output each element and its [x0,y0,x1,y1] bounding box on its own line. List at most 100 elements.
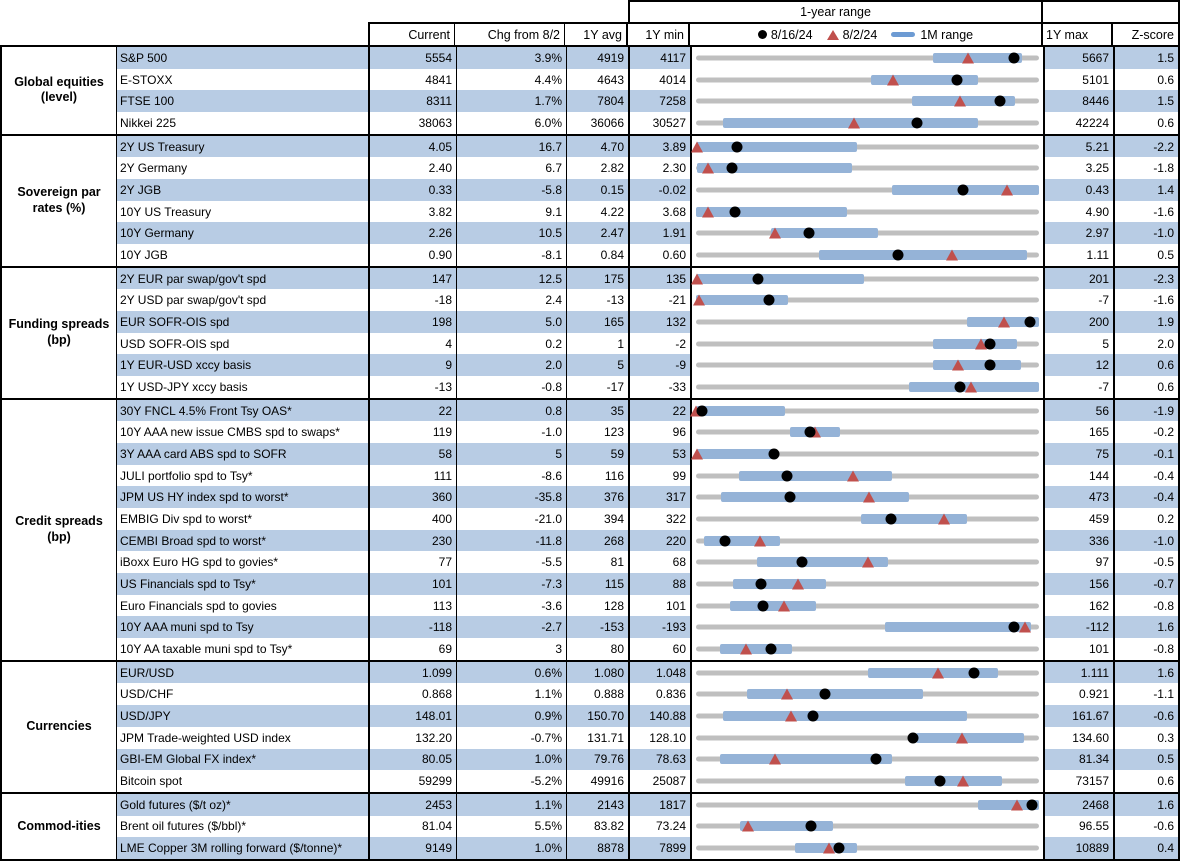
marker-8-2-24-triangle [1011,799,1024,811]
table-row: JPM Trade-weighted USD index 132.20 -0.7% 1… [117,726,1178,749]
1y-max-value: 161.67 [1045,705,1115,727]
row-label: 1Y USD-JPY xccy basis [117,376,370,398]
range-chart-cell [692,157,1045,180]
1y-avg-value: 0.888 [567,683,630,706]
table-row: 10Y JGB 0.90 -8.1 0.84 0.60 1.11 0.5 [117,244,1178,266]
marker-8-16-24-dot [765,643,777,655]
table-row: Euro Financials spd to govies 113 -3.6 128 1… [117,594,1178,617]
range-chart-cell [692,551,1045,574]
marker-8-16-24-dot [911,117,923,129]
marker-8-16-24-dot [807,710,819,722]
current-value: 0.33 [370,179,457,201]
1y-avg-value: 2.82 [567,157,630,180]
section: Global equities (level) S&P 500 5554 3.9% 49… [2,47,1178,134]
1m-range-bar [860,513,968,524]
col-header-chg: Chg from 8/2 [455,22,565,45]
marker-8-2-24-triangle [974,338,987,350]
range-chart-cell [692,770,1045,792]
1y-avg-value: 116 [567,464,630,487]
range-chart-cell [692,47,1045,69]
current-value: 3.82 [370,200,457,223]
current-value: 0.868 [370,683,457,706]
1m-range-bar [695,295,789,306]
marker-8-2-24-triangle [785,710,798,722]
row-label: 2Y Germany [117,157,370,180]
table-row: 10Y AAA muni spd to Tsy -118 -2.7 -153 -193 -… [117,616,1178,639]
category-label: Commod-ities [2,793,117,859]
1y-range-track [695,362,1040,368]
1y-min-value: 2.30 [630,157,692,180]
table-row: JULI portfolio spd to Tsy* 111 -8.6 116 99 14… [117,464,1178,487]
marker-8-16-24-dot [984,359,996,371]
range-chart-cell [692,793,1045,816]
marker-8-2-24-triangle [946,249,959,261]
table-row: 1Y EUR-USD xccy basis 9 2.0 5 -9 12 0.6 [117,354,1178,377]
table-row: GBI-EM Global FX index* 80.05 1.0% 79.76 78.… [117,748,1178,771]
1m-range-bar [870,74,978,85]
1y-min-value: 132 [630,311,692,333]
1y-min-value: 101 [630,594,692,617]
1y-range-track [695,670,1040,676]
1y-min-value: 7258 [630,90,692,113]
range-chart-cell [692,311,1045,333]
current-value: 9149 [370,837,457,859]
header-spacer [0,0,628,22]
triangle-legend-icon [826,29,839,40]
chg-from-8-2-value: 5 [457,443,567,465]
chg-from-8-2-value: 16.7 [457,135,567,158]
marker-8-2-24-triangle [955,732,968,744]
z-score-value: -1.1 [1153,687,1174,702]
marker-8-2-24-triangle [932,667,945,679]
table-row: 3Y AAA card ABS spd to SOFR 58 5 59 53 75 -0.1 [117,443,1178,465]
1y-range-track [695,408,1040,414]
z-score-value: -1.6 [1153,293,1174,308]
current-value: 77 [370,551,457,574]
1m-range-bar [932,360,1021,371]
1m-range-bar [695,141,858,152]
range-chart-cell [692,68,1045,91]
table-row: Gold futures ($/t oz)* 2453 1.1% 2143 1817 24… [117,793,1178,816]
z-score-value: -0.8 [1153,598,1174,613]
row-label: JULI portfolio spd to Tsy* [117,464,370,487]
1y-avg-value: 79.76 [567,748,630,771]
current-value: 2.40 [370,157,457,180]
1y-min-value: 30527 [630,112,692,134]
category-label: Sovereign par rates (%) [2,135,117,266]
1y-max-value: 5.21 [1045,135,1115,158]
1y-avg-value: 0.15 [567,179,630,201]
range-chart-cell [691,443,1045,465]
legend-bar-item: 1M range [891,28,973,42]
marker-8-16-24-dot [833,842,845,854]
1y-min-value: 0.60 [630,244,692,266]
marker-8-16-24-dot [768,448,780,460]
1m-range-bar [729,600,816,611]
marker-8-2-24-triangle [886,74,899,85]
current-value: 4.05 [370,135,457,158]
1y-range-track [695,538,1040,544]
range-chart-cell [692,179,1045,201]
marker-8-16-24-dot [994,95,1006,107]
marker-8-2-24-triangle [781,688,793,700]
row-label: E-STOXX [117,68,370,91]
row-label: EMBIG Div spd to worst* [117,508,370,530]
row-label: 30Y FNCL 4.5% Front Tsy OAS* [117,399,370,422]
z-score-value: -2.3 [1115,267,1178,290]
chg-from-8-2-value: -0.7% [457,726,567,749]
chart-legend: 8/16/24 8/2/24 1M range [690,22,1043,45]
range-chart-cell [692,244,1045,266]
z-score-value: 0.5 [1157,247,1174,262]
dot-legend-icon [757,30,767,39]
1y-max-value: 201 [1045,267,1115,290]
range-chart-cell [692,529,1045,552]
current-value: 4 [370,332,457,355]
1y-min-value: 4014 [630,68,692,91]
current-value: 5554 [370,47,457,69]
row-label: 10Y AAA new issue CMBS spd to swaps* [117,421,370,444]
1y-avg-value: 81 [567,551,630,574]
range-chart-cell [692,683,1045,706]
chg-from-8-2-value: 2.0 [457,354,567,377]
range-chart-cell [692,354,1045,377]
legend-triangle-item: 8/2/24 [826,28,877,42]
1y-avg-value: -13 [567,289,630,312]
current-value: 198 [370,311,457,333]
